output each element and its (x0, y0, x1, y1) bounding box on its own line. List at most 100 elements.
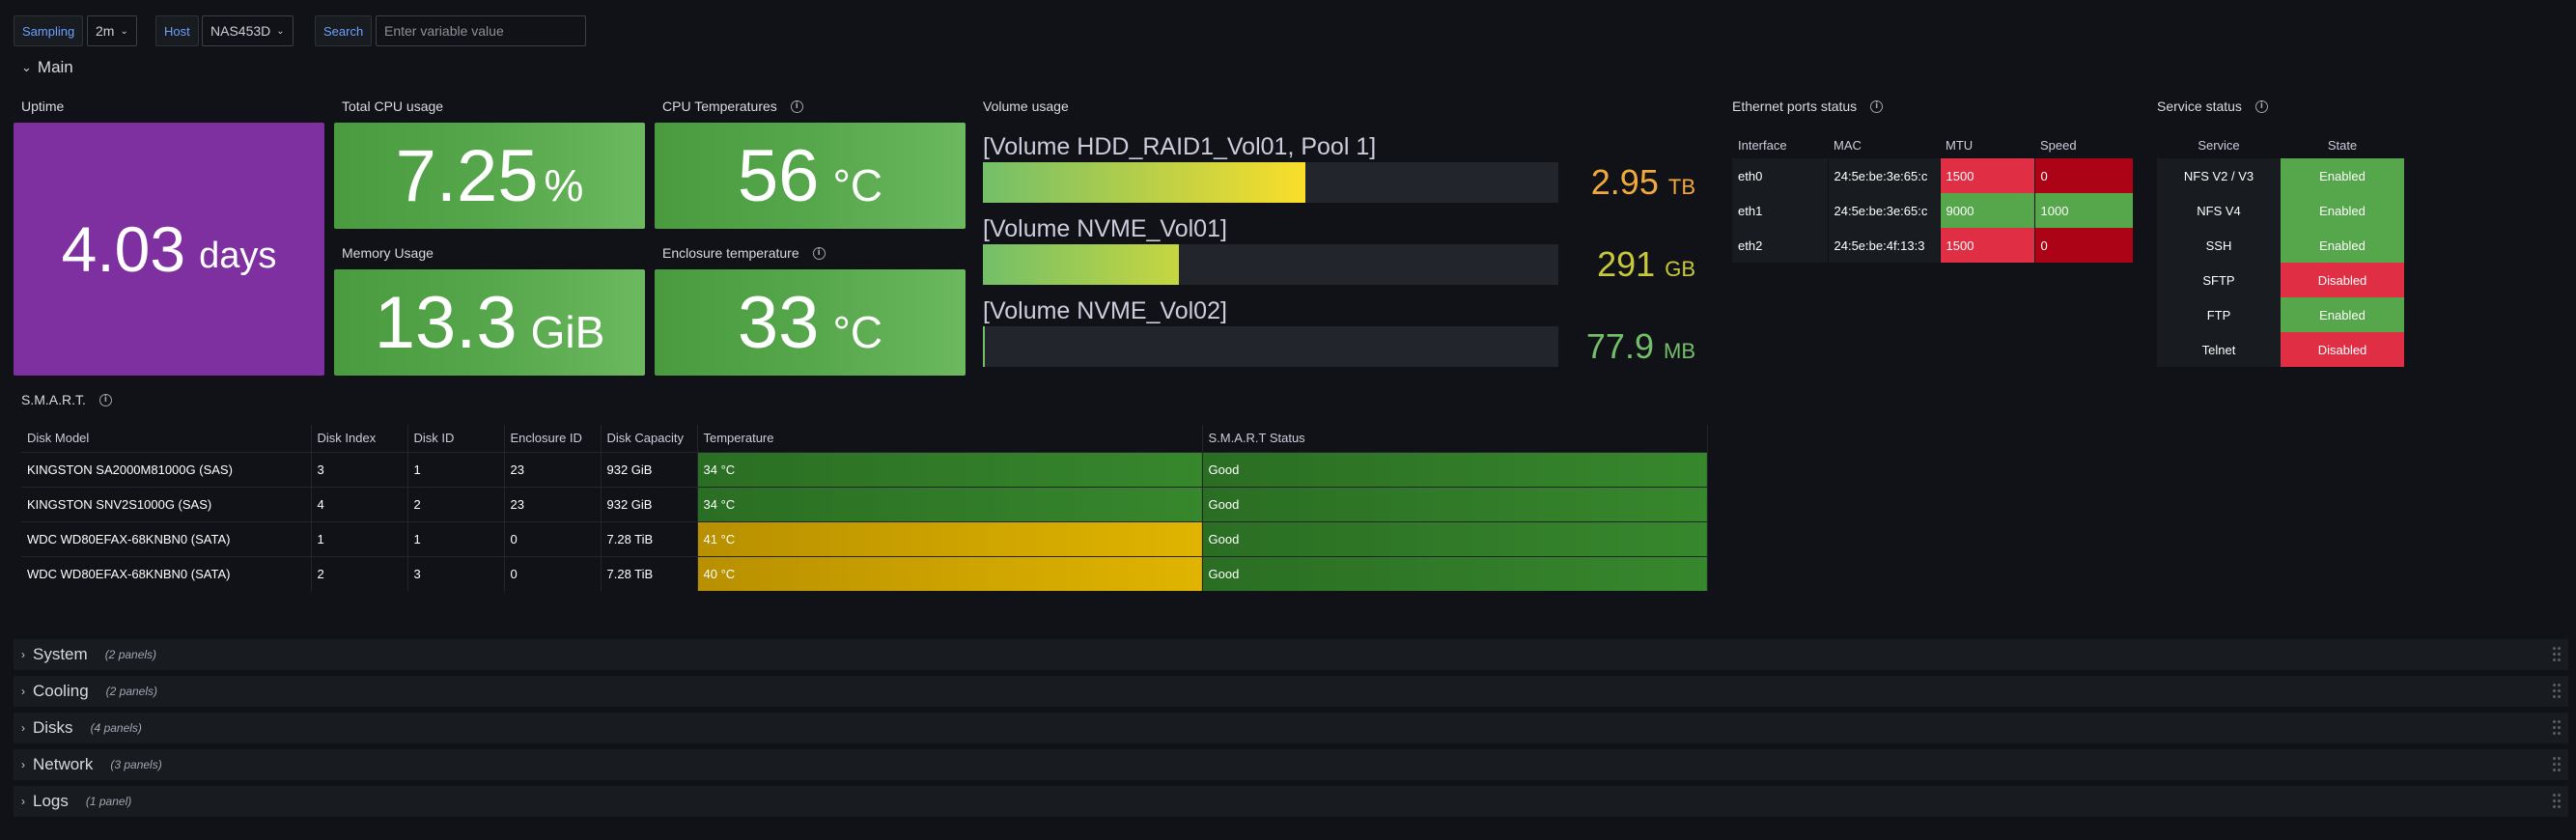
table-row: SSH Enabled (2157, 228, 2404, 263)
collapsed-row-network[interactable]: › Network (3 panels) (14, 749, 2568, 780)
row-title: Disks (33, 718, 73, 737)
disk-id-cell: 1 (407, 520, 505, 556)
smart-status-cell: Good (1202, 451, 1708, 487)
column-header[interactable]: S.M.A.R.T Status (1202, 425, 1708, 452)
smart-title: S.M.A.R.T. i (21, 392, 112, 407)
sampling-select[interactable]: 2m ⌄ (87, 15, 137, 46)
info-icon[interactable]: i (98, 393, 112, 406)
service-cell: NFS V4 (2157, 193, 2281, 228)
disk-model-cell: WDC WD80EFAX-68KNBN0 (SATA) (21, 555, 312, 591)
collapsed-row-logs[interactable]: › Logs (1 panel) (14, 786, 2568, 817)
search-label: Search (315, 15, 373, 46)
enclosure-temp-stat: 33 °C (655, 269, 966, 376)
drag-handle-icon[interactable] (2553, 794, 2561, 809)
column-header[interactable]: State (2327, 137, 2358, 153)
table-row: eth2 24:5e:be:4f:13:3 1500 0 (1732, 228, 2134, 263)
cpu-usage-stat: 7.25 % (334, 123, 645, 229)
column-header[interactable]: Disk Index (311, 425, 408, 452)
enclosure-temp-value: 33 (737, 281, 820, 364)
disk-id-cell: 3 (407, 555, 505, 591)
column-header[interactable]: Speed (2040, 137, 2077, 153)
volume-bar-fill (983, 244, 1179, 285)
drag-handle-icon[interactable] (2553, 684, 2561, 699)
table-header-row: Service State (2157, 131, 2404, 158)
disk-capacity-cell: 7.28 TiB (601, 555, 698, 591)
row-panel-count: (1 panel) (85, 795, 132, 808)
chevron-right-icon: › (21, 795, 25, 808)
row-main[interactable]: ⌄ Main (21, 58, 73, 77)
drag-handle-icon[interactable] (2553, 757, 2561, 772)
volume-value-unit: MB (1664, 339, 1695, 363)
memory-title-text: Memory Usage (342, 245, 434, 261)
speed-cell: 0 (2034, 228, 2134, 263)
ethernet-title-text: Ethernet ports status (1732, 98, 1858, 114)
state-cell: Disabled (2281, 263, 2404, 297)
cpu-temp-title-text: CPU Temperatures (662, 98, 777, 114)
disk-capacity-cell: 932 GiB (601, 451, 698, 487)
disk-capacity-cell: 7.28 TiB (601, 520, 698, 556)
temperature-cell: 41 °C (697, 520, 1203, 556)
column-header[interactable]: Enclosure ID (504, 425, 602, 452)
table-header-row: Disk Model Disk Index Disk ID Enclosure … (21, 425, 1708, 452)
smart-title-text: S.M.A.R.T. (21, 392, 86, 407)
cpu-temp-title: CPU Temperatures i (662, 98, 803, 114)
row-main-label: Main (37, 58, 73, 76)
chevron-down-icon: ⌄ (120, 25, 128, 37)
info-icon[interactable]: i (2254, 99, 2268, 113)
info-icon[interactable]: i (1870, 99, 1884, 113)
service-cell: FTP (2157, 297, 2281, 332)
column-header[interactable]: Disk Model (21, 425, 312, 452)
search-input[interactable] (376, 15, 586, 46)
sampling-label: Sampling (14, 15, 84, 46)
volume-value: 291 GB (1551, 244, 1695, 285)
table-row: NFS V4 Enabled (2157, 193, 2404, 228)
cpu-usage-title: Total CPU usage (342, 98, 443, 114)
info-icon[interactable]: i (790, 99, 803, 113)
column-header[interactable]: Temperature (697, 425, 1203, 452)
column-header[interactable]: Disk ID (407, 425, 505, 452)
column-header[interactable]: MAC (1834, 137, 1862, 153)
enclosure-temp-title-text: Enclosure temperature (662, 245, 799, 261)
collapsed-row-disks[interactable]: › Disks (4 panels) (14, 713, 2568, 743)
column-header[interactable]: Disk Capacity (601, 425, 698, 452)
volume-name: [Volume NVME_Vol01] (983, 215, 1227, 242)
temperature-cell: 34 °C (697, 486, 1203, 521)
memory-value: 13.3 (374, 281, 518, 364)
enclosure-id-cell: 0 (504, 520, 602, 556)
service-cell: Telnet (2157, 332, 2281, 367)
cpu-temp-unit: °C (832, 160, 883, 210)
disk-capacity-cell: 932 GiB (601, 486, 698, 521)
row-title: Network (33, 755, 94, 773)
table-row: WDC WD80EFAX-68KNBN0 (SATA) 2 3 0 7.28 TiB 40… (21, 555, 1708, 591)
host-select[interactable]: NAS453D ⌄ (202, 15, 294, 46)
drag-handle-icon[interactable] (2553, 647, 2561, 662)
cpu-usage-value: 7.25 (395, 134, 539, 217)
chevron-right-icon: › (21, 685, 25, 698)
disk-model-cell: KINGSTON SA2000M81000G (SAS) (21, 451, 312, 487)
column-header[interactable]: Interface (1738, 137, 1787, 153)
column-header[interactable]: Service (2198, 137, 2240, 153)
volume-bar-fill (983, 162, 1305, 203)
uptime-stat: 4.03 days (14, 123, 324, 376)
table-row: Telnet Disabled (2157, 332, 2404, 367)
disk-index-cell: 1 (311, 520, 408, 556)
ethernet-table: Interface MAC MTU Speed eth0 24:5e:be:3e:… (1732, 131, 2134, 263)
drag-handle-icon[interactable] (2553, 720, 2561, 736)
column-header[interactable]: MTU (1946, 137, 1974, 153)
enclosure-temp-title: Enclosure temperature i (662, 245, 826, 261)
state-cell: Enabled (2281, 193, 2404, 228)
interface-cell: eth0 (1732, 158, 1829, 193)
memory-stat: 13.3 GiB (334, 269, 645, 376)
table-row: FTP Enabled (2157, 297, 2404, 332)
disk-model-cell: WDC WD80EFAX-68KNBN0 (SATA) (21, 520, 312, 556)
host-value: NAS453D (210, 23, 271, 39)
table-row: KINGSTON SA2000M81000G (SAS) 3 1 23 932 GiB 3… (21, 451, 1708, 487)
info-icon[interactable]: i (812, 246, 826, 260)
service-table: Service State NFS V2 / V3 Enabled NFS V4 En… (2157, 131, 2404, 367)
mtu-cell: 9000 (1940, 193, 2035, 228)
collapsed-row-cooling[interactable]: › Cooling (2 panels) (14, 676, 2568, 707)
service-title-text: Service status (2157, 98, 2242, 114)
collapsed-row-system[interactable]: › System (2 panels) (14, 639, 2568, 670)
cpu-temp-stat: 56 °C (655, 123, 966, 229)
ethernet-title: Ethernet ports status i (1732, 98, 1884, 114)
